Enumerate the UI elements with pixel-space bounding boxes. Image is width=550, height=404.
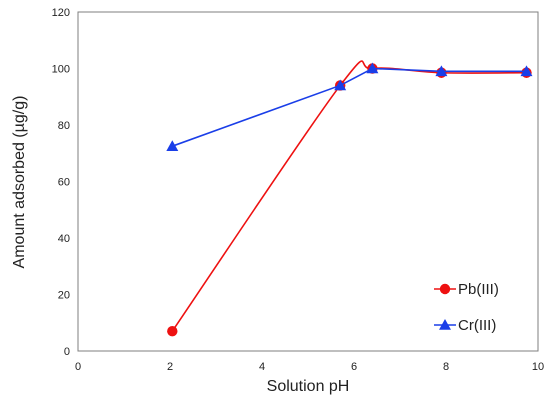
plot-area bbox=[77, 11, 539, 352]
y-tick-label: 80 bbox=[58, 120, 70, 132]
y-tick-label: 120 bbox=[52, 7, 70, 19]
data-point bbox=[334, 79, 347, 91]
legend-label: Cr(III) bbox=[458, 317, 496, 334]
y-tick-label: 40 bbox=[58, 233, 70, 245]
legend-marker bbox=[439, 319, 451, 330]
series-layer bbox=[166, 60, 533, 337]
legend-item: Pb(III) bbox=[434, 281, 499, 298]
y-tick-label: 0 bbox=[64, 346, 70, 358]
y-axis-title: Amount adsorbed (µg/g) bbox=[11, 96, 28, 269]
x-tick-labels: 0 2 4 6 8 10 bbox=[75, 361, 544, 373]
y-tick-label: 100 bbox=[52, 64, 70, 76]
series-line bbox=[171, 60, 527, 332]
legend-label: Pb(III) bbox=[458, 281, 499, 298]
x-tick-label: 10 bbox=[532, 361, 544, 373]
x-tick-label: 2 bbox=[167, 361, 173, 373]
y-tick-label: 60 bbox=[58, 177, 70, 189]
y-tick-label: 20 bbox=[58, 290, 70, 302]
data-point bbox=[166, 140, 179, 151]
series-cr bbox=[166, 62, 533, 151]
legend-item: Cr(III) bbox=[434, 317, 496, 334]
x-tick-label: 0 bbox=[75, 361, 81, 373]
data-point bbox=[167, 326, 178, 337]
y-tick-labels: 0 20 40 60 80 100 120 bbox=[52, 7, 70, 358]
data-point bbox=[520, 65, 533, 77]
data-point bbox=[435, 65, 448, 77]
legend: Pb(III) Cr(III) bbox=[434, 281, 499, 334]
x-axis-title: Solution pH bbox=[267, 378, 350, 395]
legend-marker bbox=[439, 283, 451, 295]
x-tick-label: 8 bbox=[443, 361, 449, 373]
x-tick-label: 4 bbox=[259, 361, 265, 373]
x-tick-label: 6 bbox=[351, 361, 357, 373]
data-point bbox=[366, 62, 379, 74]
